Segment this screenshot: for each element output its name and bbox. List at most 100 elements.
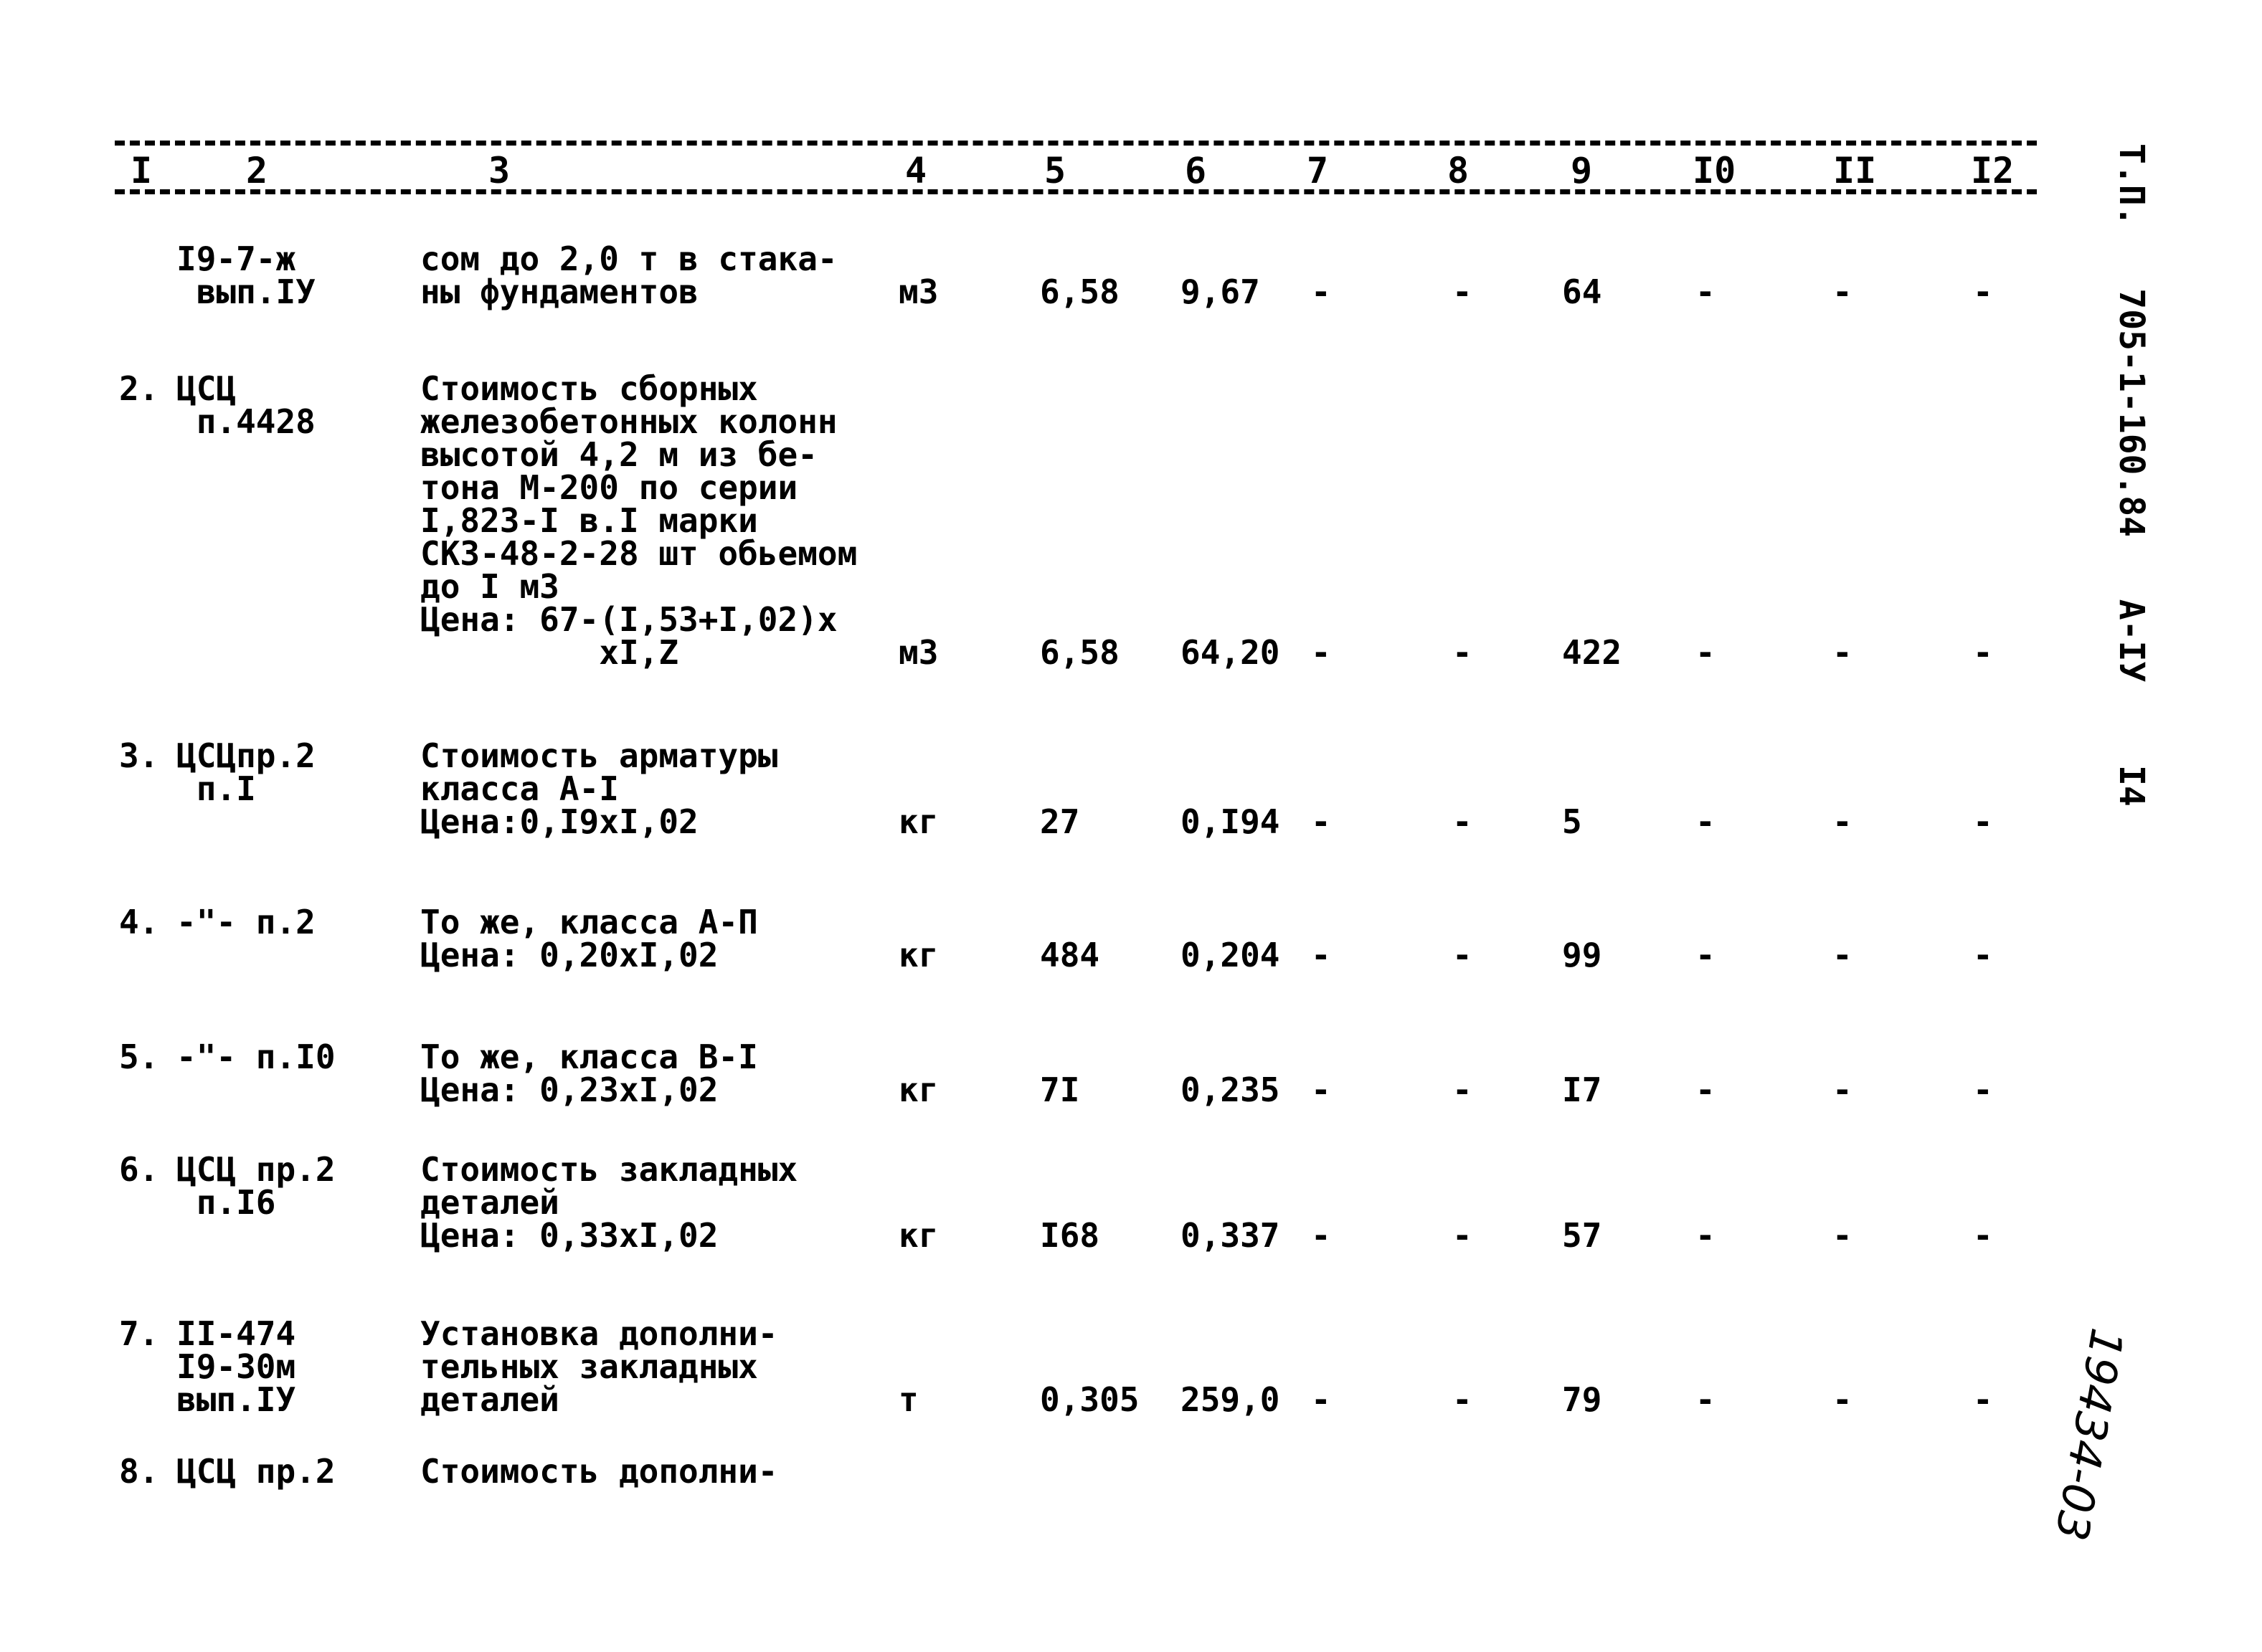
col-11-cell: - xyxy=(1832,1071,1852,1109)
quantity-cell: 484 xyxy=(1040,936,1100,974)
column-header-5: 5 xyxy=(1044,150,1066,191)
description-cell: То же, класса А-П Цена: 0,20хI,02 xyxy=(420,903,758,974)
table-row: 6. ЦСЦ пр.2 п.I6 Стоимость закладных детал… xyxy=(119,1153,2081,1252)
price-reference-cell: I9-7-ж вып.IУ xyxy=(176,239,316,311)
col-10-cell: - xyxy=(1695,272,1716,311)
description-cell: Установка дополни- тельных закладных дет… xyxy=(420,1314,778,1419)
header-bottom-rule xyxy=(115,189,2037,194)
side-label-album: А-IУ xyxy=(2111,599,2152,683)
col-11-cell: - xyxy=(1832,936,1852,974)
col-8-cell: - xyxy=(1452,936,1472,974)
table-row: I9-7-ж вып.IУ сом до 2,0 т в стака- ны фу… xyxy=(119,242,2081,308)
item-number-cell: 7. xyxy=(119,1314,159,1353)
col-7-cell: - xyxy=(1311,272,1331,311)
col-10-cell: - xyxy=(1695,1380,1716,1419)
col-12-cell: - xyxy=(1973,1071,1993,1109)
col-12-cell: - xyxy=(1973,1380,1993,1419)
col-10-cell: - xyxy=(1695,1071,1716,1109)
column-header-4: 4 xyxy=(905,150,927,191)
col-10-cell: - xyxy=(1695,802,1716,841)
unit-price-cell: 64,20 xyxy=(1180,633,1280,672)
price-reference-cell: II-474 I9-30м вып.IУ xyxy=(176,1314,296,1419)
column-header-3: 3 xyxy=(488,150,511,191)
total-cost-cell: I7 xyxy=(1562,1071,1602,1109)
col-8-cell: - xyxy=(1452,1071,1472,1109)
description-cell: сом до 2,0 т в стака- ны фундаментов xyxy=(420,239,838,311)
column-header-10: I0 xyxy=(1693,150,1736,191)
item-number-cell: 8. xyxy=(119,1452,159,1491)
table-row: 8. ЦСЦ пр.2 Стоимость дополни- xyxy=(119,1455,2081,1488)
unit-cell: кг xyxy=(899,1216,939,1255)
total-cost-cell: 99 xyxy=(1562,936,1602,974)
side-label-page: I4 xyxy=(2111,764,2152,807)
table-row: 5. -"- п.I0 То же, класса В-I Цена: 0,23хI… xyxy=(119,1040,2081,1106)
unit-price-cell: 9,67 xyxy=(1180,272,1260,311)
price-reference-cell: ЦСЦпр.2 п.I xyxy=(176,736,316,808)
col-8-cell: - xyxy=(1452,272,1472,311)
item-number-cell: 4. xyxy=(119,903,159,941)
col-12-cell: - xyxy=(1973,936,1993,974)
table-row: 3. ЦСЦпр.2 п.I Стоимость арматуры класса А… xyxy=(119,739,2081,838)
unit-price-cell: 259,0 xyxy=(1180,1380,1280,1419)
col-10-cell: - xyxy=(1695,1216,1716,1255)
price-reference-cell: ЦСЦ пр.2 xyxy=(176,1452,336,1491)
item-number-cell: 2. xyxy=(119,369,159,408)
column-header-9: 9 xyxy=(1571,150,1593,191)
quantity-cell: I68 xyxy=(1040,1216,1100,1255)
side-label-series: Т.П. xyxy=(2111,143,2152,227)
price-reference-cell: -"- п.2 xyxy=(176,903,316,941)
description-cell: Стоимость арматуры класса А-I Цена:0,I9х… xyxy=(420,736,778,841)
col-10-cell: - xyxy=(1695,633,1716,672)
unit-cell: кг xyxy=(899,936,939,974)
col-8-cell: - xyxy=(1452,802,1472,841)
description-cell: То же, класса В-I Цена: 0,23хI,02 xyxy=(420,1038,758,1109)
table-row: 2. ЦСЦ п.4428 Стоимость сборных железобето… xyxy=(119,372,2081,669)
price-reference-cell: ЦСЦ пр.2 п.I6 xyxy=(176,1150,336,1222)
side-label: Т.П. 705-1-160.84 А-IУ I4 xyxy=(2111,143,2152,807)
col-11-cell: - xyxy=(1832,272,1852,311)
col-12-cell: - xyxy=(1973,802,1993,841)
description-cell: Стоимость сборных железобетонных колонн … xyxy=(420,369,858,672)
column-header-1: I xyxy=(131,150,153,191)
col-12-cell: - xyxy=(1973,1216,1993,1255)
column-header-12: I2 xyxy=(1971,150,2015,191)
col-11-cell: - xyxy=(1832,1380,1852,1419)
unit-cell: м3 xyxy=(899,272,939,311)
total-cost-cell: 79 xyxy=(1562,1380,1602,1419)
col-7-cell: - xyxy=(1311,633,1331,672)
col-7-cell: - xyxy=(1311,1071,1331,1109)
unit-price-cell: 0,337 xyxy=(1180,1216,1280,1255)
total-cost-cell: 64 xyxy=(1562,272,1602,311)
column-header-2: 2 xyxy=(246,150,268,191)
item-number-cell: 6. xyxy=(119,1150,159,1189)
item-number-cell: 3. xyxy=(119,736,159,775)
unit-price-cell: 0,204 xyxy=(1180,936,1280,974)
col-7-cell: - xyxy=(1311,1380,1331,1419)
col-12-cell: - xyxy=(1973,272,1993,311)
col-11-cell: - xyxy=(1832,1216,1852,1255)
quantity-cell: 7I xyxy=(1040,1071,1080,1109)
col-8-cell: - xyxy=(1452,633,1472,672)
header-top-rule xyxy=(115,141,2037,146)
table-row: 7. II-474 I9-30м вып.IУ Установка дополни-… xyxy=(119,1317,2081,1416)
description-cell: Стоимость дополни- xyxy=(420,1452,778,1491)
quantity-cell: 6,58 xyxy=(1040,272,1120,311)
item-number-cell: 5. xyxy=(119,1038,159,1076)
quantity-cell: 6,58 xyxy=(1040,633,1120,672)
col-7-cell: - xyxy=(1311,936,1331,974)
unit-cell: кг xyxy=(899,1071,939,1109)
price-reference-cell: ЦСЦ п.4428 xyxy=(176,369,316,441)
unit-price-cell: 0,I94 xyxy=(1180,802,1280,841)
col-7-cell: - xyxy=(1311,1216,1331,1255)
col-12-cell: - xyxy=(1973,633,1993,672)
unit-cell: м3 xyxy=(899,633,939,672)
col-11-cell: - xyxy=(1832,802,1852,841)
col-8-cell: - xyxy=(1452,1216,1472,1255)
unit-cell: кг xyxy=(899,802,939,841)
column-header-11: II xyxy=(1833,150,1877,191)
col-11-cell: - xyxy=(1832,633,1852,672)
price-reference-cell: -"- п.I0 xyxy=(176,1038,336,1076)
description-cell: Стоимость закладных деталей Цена: 0,33хI… xyxy=(420,1150,798,1255)
column-header-6: 6 xyxy=(1185,150,1207,191)
col-8-cell: - xyxy=(1452,1380,1472,1419)
